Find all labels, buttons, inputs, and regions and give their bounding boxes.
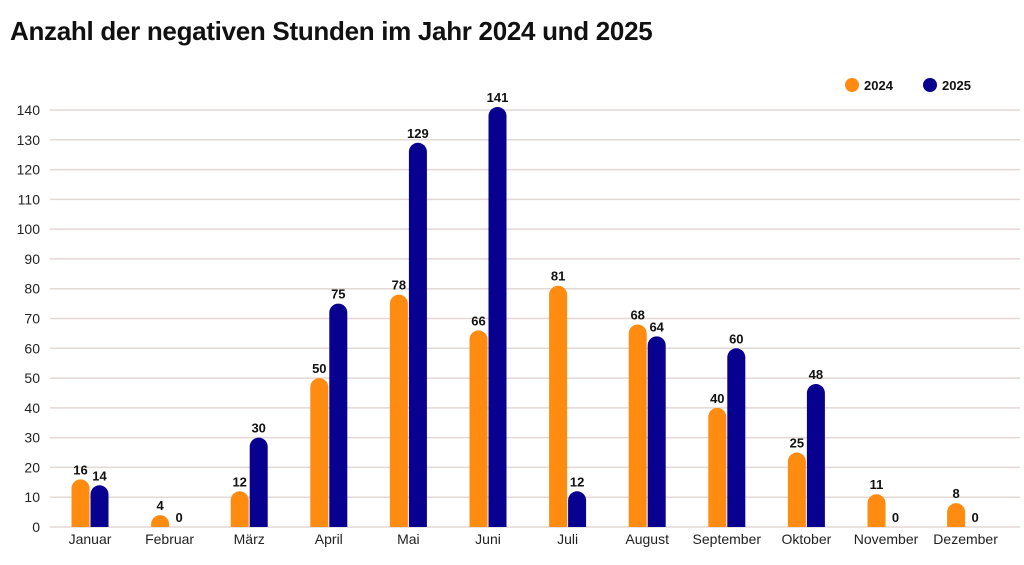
data-label-2024: 50 <box>312 361 326 376</box>
chart-title: Anzahl der negativen Stunden im Jahr 202… <box>10 16 653 46</box>
x-tick-label: Mai <box>397 531 420 547</box>
bar-2024 <box>708 407 727 527</box>
x-tick-label: Dezember <box>933 531 998 547</box>
data-label-2025: 0 <box>892 510 899 525</box>
data-label-2024: 8 <box>952 486 959 501</box>
bar-2024 <box>469 330 488 527</box>
bar-2024 <box>787 452 806 527</box>
data-label-2024: 11 <box>870 477 884 492</box>
legend-marker-2025 <box>923 78 937 92</box>
legend-label: 2025 <box>942 78 971 93</box>
x-tick-label: April <box>315 531 343 547</box>
bar-2025 <box>647 336 666 527</box>
x-tick-label: September <box>693 531 762 547</box>
bar-2024 <box>71 479 90 527</box>
data-label-2024: 78 <box>392 278 406 293</box>
bar-2024 <box>310 378 329 527</box>
data-label-2025: 129 <box>407 126 429 141</box>
y-tick-label: 0 <box>32 519 40 535</box>
legend-marker-2024 <box>845 78 859 92</box>
data-label-2025: 12 <box>570 474 584 489</box>
bar-2025 <box>329 303 348 527</box>
data-label-2024: 25 <box>790 436 804 451</box>
bar-2024 <box>151 515 170 527</box>
bar-2025 <box>249 437 268 527</box>
data-label-2025: 75 <box>331 287 345 302</box>
data-label-2024: 40 <box>710 391 724 406</box>
y-tick-label: 50 <box>24 370 40 386</box>
bar-2024 <box>628 324 647 527</box>
y-tick-label: 20 <box>24 459 40 475</box>
x-tick-label: Juni <box>475 531 501 547</box>
bar-2025 <box>568 491 587 527</box>
y-tick-label: 10 <box>24 489 40 505</box>
bar-2024 <box>867 494 886 527</box>
bar-2025 <box>408 142 427 527</box>
x-tick-label: März <box>234 531 265 547</box>
y-tick-label: 90 <box>24 251 40 267</box>
data-label-2025: 60 <box>729 331 743 346</box>
y-tick-label: 140 <box>17 102 41 118</box>
data-label-2025: 30 <box>251 421 265 436</box>
bar-2025 <box>727 348 746 527</box>
bar-2025 <box>488 107 507 528</box>
x-tick-label: November <box>854 531 919 547</box>
data-label-2024: 68 <box>630 307 644 322</box>
y-tick-label: 30 <box>24 430 40 446</box>
y-tick-label: 80 <box>24 281 40 297</box>
data-label-2025: 141 <box>487 90 509 105</box>
data-label-2024: 81 <box>551 269 565 284</box>
data-label-2024: 66 <box>471 313 485 328</box>
legend-label: 2024 <box>864 78 894 93</box>
data-label-2025: 0 <box>971 510 978 525</box>
x-tick-label: Januar <box>69 531 112 547</box>
data-label-2025: 14 <box>92 468 107 483</box>
bar-2024 <box>549 285 568 527</box>
data-label-2025: 64 <box>649 319 664 334</box>
x-tick-label: Juli <box>557 531 578 547</box>
bar-2025 <box>806 384 825 527</box>
bar-2024 <box>389 294 408 527</box>
data-label-2024: 12 <box>232 474 246 489</box>
y-tick-label: 120 <box>17 162 41 178</box>
data-label-2025: 48 <box>809 367 823 382</box>
x-tick-label: August <box>625 531 669 547</box>
y-tick-label: 40 <box>24 400 40 416</box>
x-tick-label: Oktober <box>781 531 831 547</box>
y-tick-label: 130 <box>17 132 41 148</box>
x-tick-label: Februar <box>145 531 194 547</box>
y-tick-label: 60 <box>24 340 40 356</box>
data-label-2024: 4 <box>156 498 164 513</box>
bar-2024 <box>947 503 966 527</box>
y-tick-label: 100 <box>17 221 41 237</box>
data-label-2025: 0 <box>175 510 182 525</box>
y-tick-label: 70 <box>24 311 40 327</box>
bar-2024 <box>230 491 249 527</box>
bar-2025 <box>90 485 109 527</box>
data-label-2024: 16 <box>73 462 87 477</box>
y-tick-label: 110 <box>18 191 41 207</box>
